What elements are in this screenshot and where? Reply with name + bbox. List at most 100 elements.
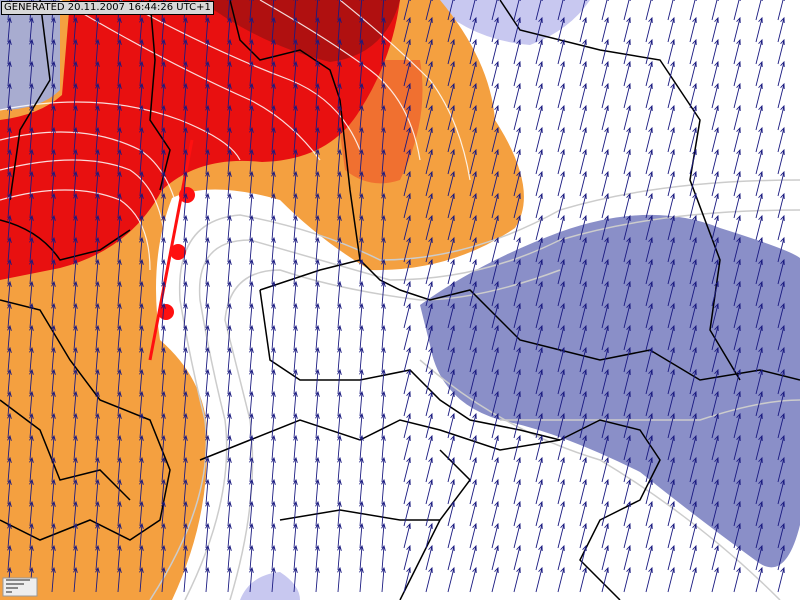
wind-arrow bbox=[271, 346, 276, 373]
wind-arrow bbox=[381, 16, 386, 43]
wind-arrow bbox=[359, 434, 364, 461]
wind-arrow bbox=[359, 544, 364, 571]
wind-arrow bbox=[139, 214, 144, 241]
wind-arrow bbox=[513, 16, 521, 43]
wind-arrow bbox=[227, 214, 232, 241]
wind-arrow bbox=[161, 236, 166, 263]
wind-arrow bbox=[117, 38, 122, 65]
wind-arrow bbox=[139, 126, 144, 153]
wind-arrow bbox=[733, 456, 741, 483]
wind-arrow bbox=[755, 522, 763, 549]
wind-arrow bbox=[469, 368, 477, 395]
wind-arrow bbox=[95, 38, 100, 65]
wind-arrow bbox=[645, 412, 653, 439]
wind-arrow bbox=[337, 434, 342, 461]
wind-arrow bbox=[117, 148, 122, 175]
wind-arrow bbox=[73, 214, 78, 241]
wind-arrow bbox=[469, 566, 477, 593]
wind-arrow bbox=[7, 368, 12, 395]
wind-arrow bbox=[337, 324, 342, 351]
wind-arrow bbox=[425, 104, 433, 131]
wind-arrow bbox=[293, 214, 298, 241]
wind-arrow bbox=[535, 258, 543, 285]
wind-arrow bbox=[711, 280, 719, 307]
wind-arrow bbox=[535, 192, 543, 219]
wind-arrow bbox=[513, 368, 521, 395]
wind-arrow bbox=[161, 258, 166, 285]
wind-arrow bbox=[29, 236, 34, 263]
wind-arrow bbox=[425, 16, 433, 43]
wind-arrow bbox=[205, 16, 210, 43]
wind-arrow bbox=[227, 324, 232, 351]
wind-arrow bbox=[579, 544, 587, 571]
wind-arrow bbox=[249, 324, 254, 351]
wind-arrow bbox=[623, 566, 631, 593]
wind-arrow bbox=[689, 192, 697, 219]
wind-arrow bbox=[249, 82, 254, 109]
wind-arrow bbox=[447, 258, 455, 285]
wind-arrow bbox=[227, 368, 232, 395]
wind-arrow bbox=[161, 434, 166, 461]
wind-arrow bbox=[293, 82, 298, 109]
wind-arrow bbox=[579, 478, 587, 505]
wind-arrow bbox=[271, 148, 276, 175]
wind-arrow bbox=[447, 544, 455, 571]
wind-arrow bbox=[95, 368, 100, 395]
wind-arrow bbox=[623, 60, 631, 87]
wind-arrow bbox=[271, 324, 276, 351]
wind-arrow bbox=[161, 456, 166, 483]
wind-arrow bbox=[535, 82, 543, 109]
wind-arrow bbox=[359, 368, 364, 395]
wind-arrow bbox=[491, 16, 499, 43]
wind-arrow bbox=[733, 412, 741, 439]
wind-arrow bbox=[623, 192, 631, 219]
wind-arrow bbox=[95, 478, 100, 505]
wind-arrow bbox=[183, 368, 188, 395]
wind-arrow bbox=[403, 500, 411, 527]
wind-arrow bbox=[271, 500, 276, 527]
wind-arrow bbox=[227, 192, 232, 219]
wind-arrow bbox=[535, 566, 543, 593]
wind-arrow bbox=[403, 148, 411, 175]
wind-arrow bbox=[491, 236, 499, 263]
wind-arrow bbox=[183, 566, 188, 593]
wind-arrow bbox=[293, 522, 298, 549]
wind-arrow bbox=[359, 82, 364, 109]
wind-arrow bbox=[51, 500, 56, 527]
wind-arrow bbox=[513, 280, 521, 307]
wind-arrow bbox=[271, 368, 276, 395]
wind-arrow bbox=[623, 544, 631, 571]
wind-arrow bbox=[117, 500, 122, 527]
wind-arrow bbox=[579, 16, 587, 43]
wind-arrow bbox=[95, 544, 100, 571]
wind-arrow bbox=[381, 214, 386, 241]
wind-arrow bbox=[271, 302, 276, 329]
wind-arrow bbox=[51, 170, 56, 197]
wind-arrow bbox=[271, 82, 276, 109]
wind-arrow bbox=[425, 60, 433, 87]
wind-arrow bbox=[139, 280, 144, 307]
wind-arrow bbox=[249, 0, 254, 21]
wind-arrow bbox=[447, 16, 455, 43]
wind-arrow bbox=[469, 236, 477, 263]
wind-arrow bbox=[777, 412, 785, 439]
wind-arrow bbox=[7, 324, 12, 351]
wind-arrow bbox=[535, 478, 543, 505]
wind-arrow bbox=[337, 500, 342, 527]
wind-arrow bbox=[29, 104, 34, 131]
wind-arrow bbox=[293, 258, 298, 285]
wind-arrow bbox=[689, 522, 697, 549]
wind-arrow bbox=[403, 214, 411, 241]
wind-arrow bbox=[381, 346, 386, 373]
wind-arrow bbox=[469, 258, 477, 285]
wind-arrow bbox=[381, 38, 386, 65]
wind-arrow bbox=[29, 192, 34, 219]
wind-arrow bbox=[645, 368, 653, 395]
wind-arrow bbox=[623, 500, 631, 527]
wind-arrow bbox=[601, 236, 609, 263]
wind-arrow bbox=[315, 280, 320, 307]
wind-arrow bbox=[315, 390, 320, 417]
wind-arrow bbox=[623, 104, 631, 131]
wind-arrow bbox=[535, 324, 543, 351]
wind-arrow bbox=[139, 412, 144, 439]
